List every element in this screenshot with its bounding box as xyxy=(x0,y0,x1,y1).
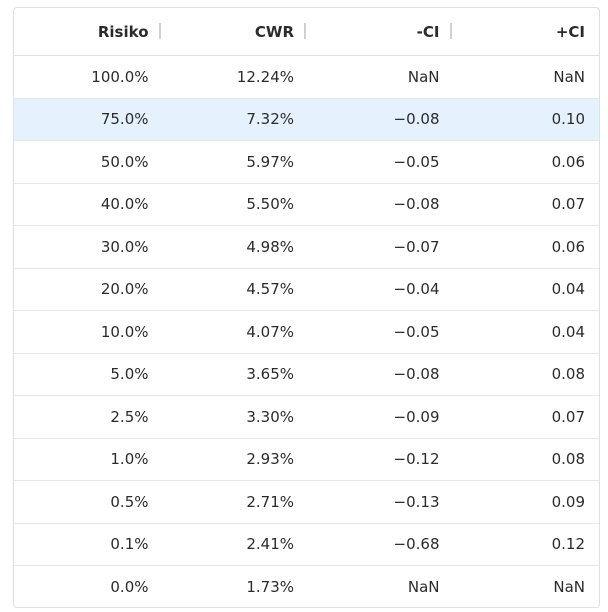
table-row[interactable]: 1.0% 2.93% −0.12 0.08 xyxy=(14,439,599,481)
column-header-ci-minus[interactable]: -CI xyxy=(306,8,452,55)
column-header-label: CWR xyxy=(254,22,294,41)
cell-ci-plus[interactable]: NaN xyxy=(553,67,585,86)
cell-cwr[interactable]: 4.07% xyxy=(246,322,294,341)
cell-ci-minus[interactable]: −0.08 xyxy=(393,110,440,129)
cell-cwr[interactable]: 7.32% xyxy=(246,110,294,129)
cell-ci-minus[interactable]: −0.68 xyxy=(393,535,440,554)
cell-cwr[interactable]: 3.30% xyxy=(246,407,294,426)
cell-ci-plus[interactable]: 0.04 xyxy=(551,280,585,299)
cell-ci-plus[interactable]: 0.09 xyxy=(551,492,585,511)
cell-ci-plus[interactable]: 0.07 xyxy=(551,195,585,214)
cell-ci-minus[interactable]: −0.13 xyxy=(393,492,440,511)
cell-risiko[interactable]: 30.0% xyxy=(100,237,149,256)
cell-risiko[interactable]: 0.1% xyxy=(110,535,149,554)
header-row: Risiko CWR -CI +CI xyxy=(14,8,599,56)
cell-risiko[interactable]: 5.0% xyxy=(110,365,149,384)
cell-ci-minus[interactable]: −0.08 xyxy=(393,195,440,214)
cell-ci-minus[interactable]: −0.05 xyxy=(393,322,440,341)
cell-cwr[interactable]: 5.97% xyxy=(246,152,294,171)
column-header-ci-plus[interactable]: +CI xyxy=(452,8,600,55)
table-row[interactable]: 2.5% 3.30% −0.09 0.07 xyxy=(14,396,599,439)
cell-risiko[interactable]: 0.0% xyxy=(110,578,149,597)
cell-ci-minus[interactable]: −0.12 xyxy=(393,450,440,469)
table-row[interactable]: 10.0% 4.07% −0.05 0.04 xyxy=(14,311,599,354)
cell-ci-minus[interactable]: −0.07 xyxy=(393,237,440,256)
cell-risiko[interactable]: 75.0% xyxy=(100,110,149,129)
table-row[interactable]: 40.0% 5.50% −0.08 0.07 xyxy=(14,184,599,226)
cell-ci-minus[interactable]: NaN xyxy=(407,67,440,86)
cell-cwr[interactable]: 2.93% xyxy=(246,450,294,469)
table-row[interactable]: 75.0% 7.32% −0.08 0.10 xyxy=(14,98,599,141)
cell-ci-minus[interactable]: −0.04 xyxy=(393,280,440,299)
cell-ci-plus[interactable]: 0.07 xyxy=(551,407,585,426)
table-row[interactable]: 100.0% 12.24% NaN NaN xyxy=(14,56,599,99)
cell-risiko[interactable]: 100.0% xyxy=(91,67,149,86)
table-row[interactable]: 0.1% 2.41% −0.68 0.12 xyxy=(14,524,599,566)
cell-risiko[interactable]: 1.0% xyxy=(110,450,149,469)
column-header-label: Risiko xyxy=(97,22,149,41)
table-row[interactable]: 5.0% 3.65% −0.08 0.08 xyxy=(14,354,599,396)
cell-cwr[interactable]: 2.71% xyxy=(246,492,294,511)
table-row[interactable]: 0.5% 2.71% −0.13 0.09 xyxy=(14,481,599,524)
cell-cwr[interactable]: 1.73% xyxy=(246,578,294,597)
cell-cwr[interactable]: 3.65% xyxy=(246,365,294,384)
cell-risiko[interactable]: 2.5% xyxy=(110,407,149,426)
cell-ci-plus[interactable]: 0.08 xyxy=(551,365,585,384)
data-grid: Risiko CWR -CI +CI 100.0% 12.24% NaN NaN 75.… xyxy=(13,7,600,608)
cell-risiko[interactable]: 10.0% xyxy=(100,322,149,341)
column-resize-handle[interactable] xyxy=(158,23,161,39)
table-body: 100.0% 12.24% NaN NaN 75.0% 7.32% −0.08 0.10 50.… xyxy=(14,56,599,607)
cell-risiko[interactable]: 0.5% xyxy=(110,492,149,511)
table-row[interactable]: 30.0% 4.98% −0.07 0.06 xyxy=(14,226,599,269)
cell-cwr[interactable]: 12.24% xyxy=(236,67,294,86)
cell-ci-minus[interactable]: −0.05 xyxy=(393,152,440,171)
cell-ci-plus[interactable]: 0.08 xyxy=(551,450,585,469)
cell-ci-plus[interactable]: 0.10 xyxy=(551,110,585,129)
column-resize-handle[interactable] xyxy=(449,23,452,39)
cell-ci-minus[interactable]: −0.09 xyxy=(393,407,440,426)
column-header-cwr[interactable]: CWR xyxy=(161,8,306,55)
cell-cwr[interactable]: 4.98% xyxy=(246,237,294,256)
cell-ci-minus[interactable]: −0.08 xyxy=(393,365,440,384)
column-header-label: -CI xyxy=(416,22,440,41)
cell-risiko[interactable]: 50.0% xyxy=(100,152,149,171)
cell-ci-plus[interactable]: 0.12 xyxy=(551,535,585,554)
cell-ci-plus[interactable]: 0.04 xyxy=(551,322,585,341)
column-resize-handle[interactable] xyxy=(304,23,306,39)
cell-ci-minus[interactable]: NaN xyxy=(407,578,440,597)
table-row[interactable]: 20.0% 4.57% −0.04 0.04 xyxy=(14,269,599,311)
cell-risiko[interactable]: 20.0% xyxy=(100,280,149,299)
cell-ci-plus[interactable]: 0.06 xyxy=(551,152,585,171)
table-row[interactable]: 50.0% 5.97% −0.05 0.06 xyxy=(14,141,599,184)
cell-cwr[interactable]: 2.41% xyxy=(246,535,294,554)
cell-ci-plus[interactable]: 0.06 xyxy=(551,237,585,256)
column-header-label: +CI xyxy=(555,22,585,41)
column-header-risiko[interactable]: Risiko xyxy=(14,8,161,55)
cell-cwr[interactable]: 5.50% xyxy=(246,195,294,214)
cell-cwr[interactable]: 4.57% xyxy=(246,280,294,299)
cell-ci-plus[interactable]: NaN xyxy=(553,578,585,597)
table-row[interactable]: 0.0% 1.73% NaN NaN xyxy=(14,566,599,607)
cell-risiko[interactable]: 40.0% xyxy=(100,195,149,214)
